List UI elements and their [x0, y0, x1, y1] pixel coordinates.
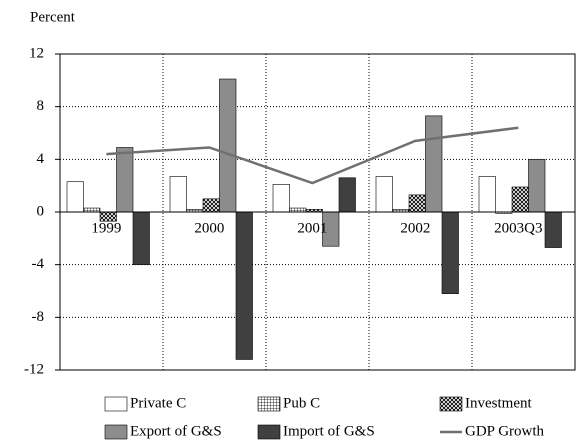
x-tick-label: 2002 [400, 220, 430, 236]
y-tick-label: 8 [37, 98, 45, 114]
y-tick-label: -12 [24, 361, 44, 377]
legend-label: Pub C [283, 395, 320, 411]
bar [544, 211, 562, 248]
legend-label: Investment [465, 395, 532, 411]
legend-swatch [257, 424, 281, 440]
legend-swatch [104, 424, 128, 440]
bar [169, 176, 187, 213]
bar [528, 159, 546, 213]
y-tick-label: 12 [29, 45, 44, 61]
x-tick-label: 2000 [194, 220, 224, 236]
bar [219, 78, 237, 213]
x-tick-label: 1999 [91, 220, 121, 236]
bar [511, 186, 529, 213]
bar [338, 177, 356, 213]
bar [478, 176, 496, 213]
legend-swatch [104, 396, 128, 412]
bar [408, 194, 426, 213]
bar [202, 198, 220, 213]
bar [272, 184, 290, 213]
y-tick-label: 0 [37, 203, 45, 219]
bar [289, 207, 307, 213]
bar [116, 147, 134, 213]
bar [235, 211, 253, 360]
x-tick-label: 2001 [297, 220, 327, 236]
legend-label: GDP Growth [465, 423, 545, 439]
x-tick-label: 2003Q3 [494, 220, 542, 236]
bar [132, 211, 150, 265]
y-tick-label: -4 [32, 256, 45, 272]
legend-swatch [439, 396, 463, 412]
legend-label: Private C [130, 395, 186, 411]
bar [425, 115, 443, 213]
bar [375, 176, 393, 213]
y-axis-title: Percent [30, 9, 76, 25]
bar [83, 207, 101, 213]
legend-label: Import of G&S [283, 423, 375, 439]
y-tick-label: -8 [32, 309, 45, 325]
legend-label: Export of G&S [130, 423, 222, 439]
y-tick-label: 4 [37, 151, 45, 167]
bar [441, 211, 459, 294]
legend-swatch [257, 396, 281, 412]
line-series [106, 126, 519, 185]
bar [66, 181, 84, 213]
